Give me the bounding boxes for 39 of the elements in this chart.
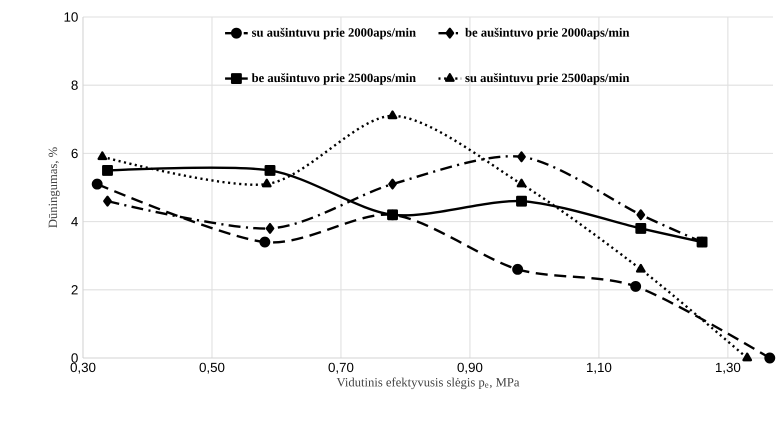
point — [264, 165, 276, 176]
y-tick-label: 10 — [64, 12, 78, 22]
point — [388, 110, 398, 120]
y-axis-title: Dūningumas, % — [48, 147, 60, 228]
legend-label: be aušintuvo prie 2500aps/min — [252, 73, 416, 85]
point — [630, 280, 642, 292]
x-tick-label: 0,50 — [200, 362, 224, 374]
point — [259, 236, 270, 248]
point — [103, 196, 112, 207]
y-tick-label: 2 — [72, 285, 78, 294]
point — [97, 151, 108, 160]
point — [636, 209, 646, 220]
point — [262, 178, 272, 188]
point — [388, 178, 397, 190]
legend-label: su aušintuvu prie 2500aps/min — [465, 73, 630, 85]
point — [102, 165, 113, 176]
x-tick-label: 0,90 — [458, 362, 482, 374]
x-axis-title: Vidutinis efektyvusis slėgis p$_{e}$, MPa — [336, 377, 520, 390]
point — [92, 178, 103, 190]
y-tick-label: 8 — [72, 80, 78, 90]
point — [512, 264, 524, 275]
y-tick-label: 4 — [71, 217, 78, 226]
x-tick-label: 1,10 — [586, 362, 612, 374]
point — [635, 222, 646, 234]
point — [387, 209, 398, 220]
legend-label: be aušintuvo prie 2000aps/min — [465, 28, 630, 40]
legend-label: su aušintuvu prie 2000aps/min — [252, 28, 416, 40]
point — [266, 222, 274, 234]
x-tick-label: 1,30 — [716, 362, 740, 374]
point — [742, 352, 752, 362]
x-tick-label: 0,70 — [328, 362, 354, 374]
point — [516, 196, 527, 207]
point — [636, 264, 646, 273]
point — [516, 178, 526, 188]
point — [764, 352, 776, 364]
point — [517, 151, 526, 162]
x-tick-label: 0,30 — [70, 362, 96, 374]
y-tick-label: 6 — [72, 148, 78, 158]
y-tick-label: 0 — [71, 353, 78, 363]
